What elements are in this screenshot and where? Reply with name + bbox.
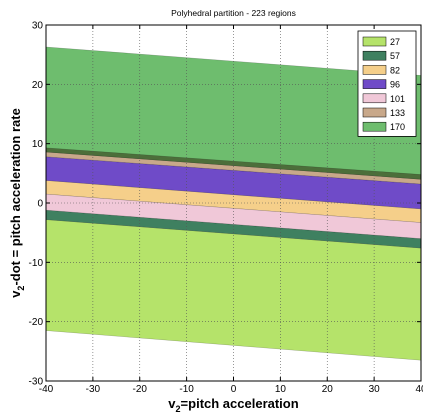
legend-swatch-57: [362, 50, 387, 61]
y-tick-label: -20: [29, 317, 44, 328]
legend-label-101: 101: [390, 94, 405, 104]
y-axis-ticks: -30 -20 -10 0 10 20 30: [29, 21, 421, 388]
legend-swatch-170: [362, 121, 387, 132]
x-tick-label: -20: [133, 384, 148, 395]
x-axis-label: v2=pitch acceleration: [168, 396, 298, 414]
legend-swatch-133: [362, 107, 387, 118]
x-tick-label: 30: [369, 384, 381, 395]
y-tick-label: -10: [29, 258, 44, 269]
y-tick-label: 0: [37, 199, 43, 210]
y-tick-label: 30: [32, 21, 44, 32]
x-tick-label: 20: [322, 384, 334, 395]
legend-swatch-101: [362, 93, 387, 104]
legend-label-82: 82: [390, 65, 400, 75]
y-tick-label: -30: [29, 377, 44, 388]
y-tick-label: 10: [32, 139, 44, 150]
legend-label-96: 96: [390, 80, 400, 90]
x-tick-label: 40: [415, 384, 423, 395]
legend: 27 57 82 96 101 133 170: [357, 30, 417, 137]
x-tick-label: -40: [39, 384, 54, 395]
legend-label-133: 133: [390, 108, 405, 118]
legend-swatch-96: [362, 79, 387, 89]
x-tick-label: 10: [275, 384, 287, 395]
legend-label-170: 170: [390, 122, 405, 132]
legend-label-27: 27: [390, 37, 400, 47]
x-tick-label: 0: [231, 384, 237, 395]
x-tick-label: -30: [86, 384, 101, 395]
legend-swatch-82: [362, 65, 387, 75]
x-tick-label: -10: [179, 384, 194, 395]
y-tick-label: 20: [32, 80, 44, 91]
legend-swatch-27: [362, 36, 387, 47]
y-axis-label: v2-dot = pitch acceleration rate: [8, 108, 26, 298]
chart-title: Polyhedral partition - 223 regions: [171, 8, 296, 18]
x-axis-ticks: -40 -30 -20 -10 0 10 20 30 40: [39, 25, 423, 395]
legend-label-57: 57: [390, 51, 400, 61]
